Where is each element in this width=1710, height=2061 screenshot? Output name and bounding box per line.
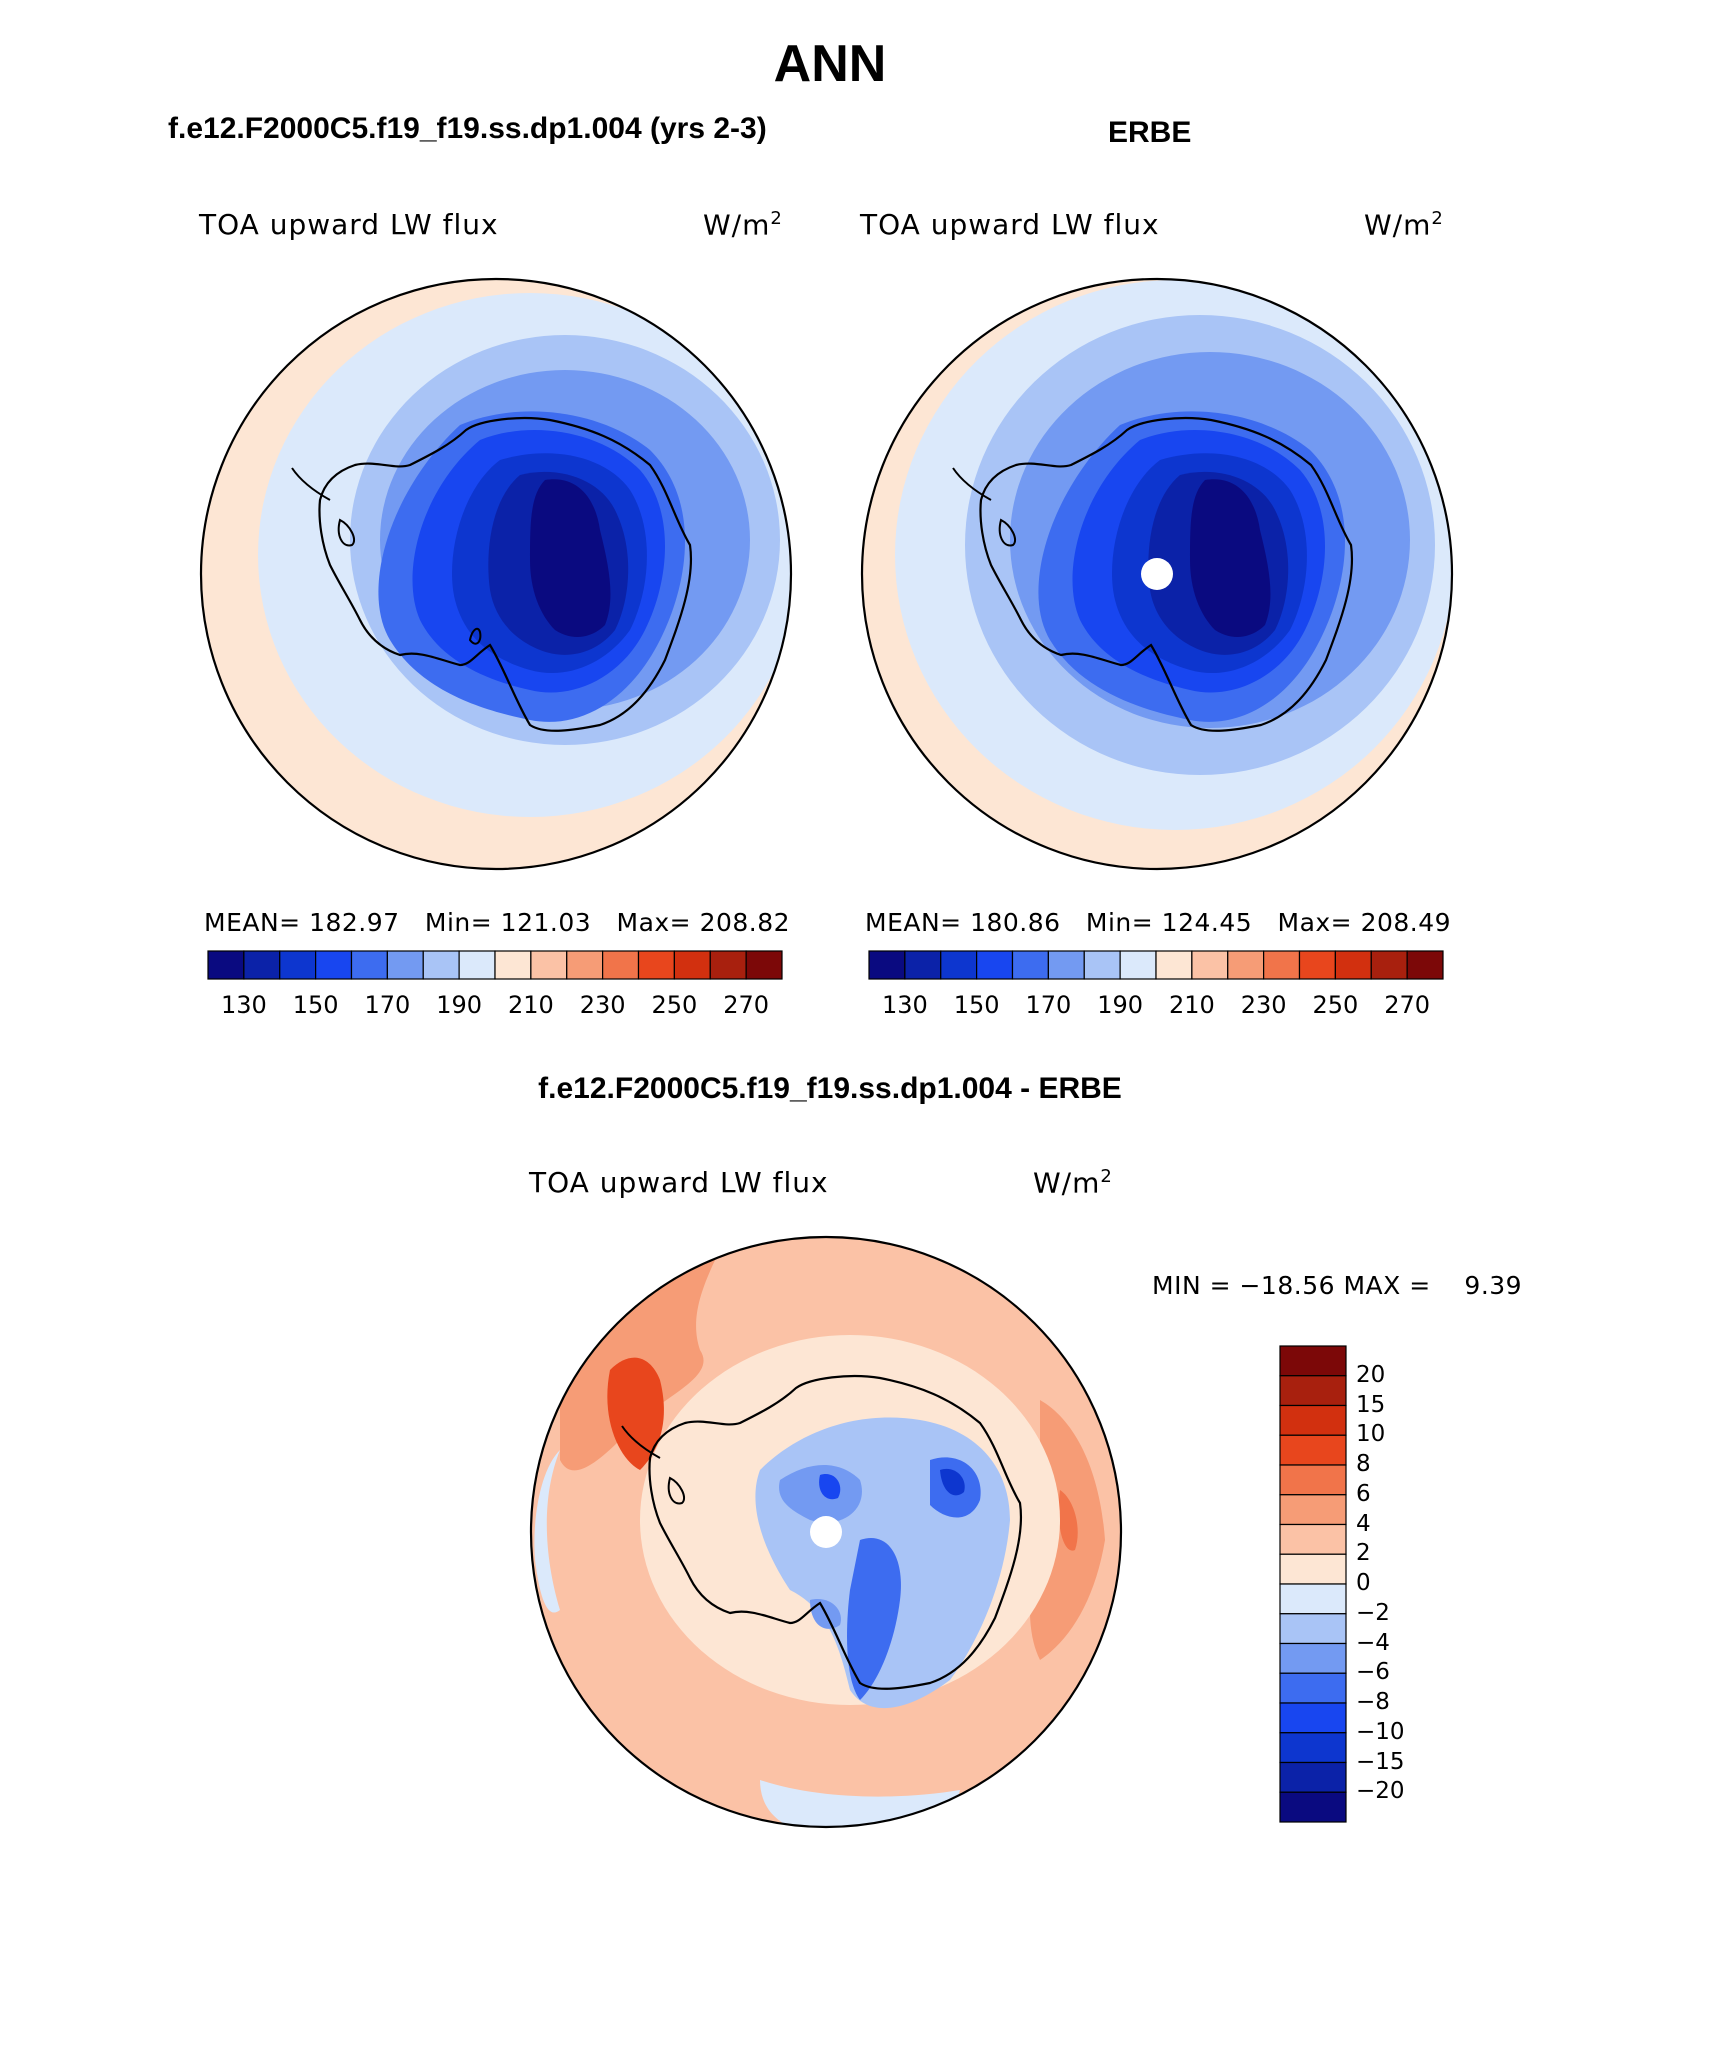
diff-colorbar-tick-label: 0 [1356, 1570, 1371, 1596]
diff-colorbar-swatch [1279, 1672, 1347, 1704]
right-colorbar-swatch [904, 950, 942, 980]
diff-colorbar-tick-label: 20 [1356, 1361, 1386, 1388]
left-colorbar-swatch [207, 950, 245, 980]
diff-colorbar-swatch [1279, 1732, 1347, 1764]
left-unit-label: W/m2 [703, 208, 783, 242]
right-colorbar-swatch [1191, 950, 1229, 980]
right-colorbar-tick-label: 170 [1025, 991, 1072, 1019]
diff-colorbar-swatch [1279, 1434, 1347, 1466]
right-colorbar-tick-label: 150 [953, 991, 1000, 1019]
left-colorbar-swatch [243, 950, 281, 980]
left-colorbar-tick-label: 270 [723, 991, 770, 1019]
left-map [201, 279, 791, 869]
right-colorbar-tick-label: 130 [881, 991, 928, 1019]
diff-colorbar-swatch [1279, 1702, 1347, 1734]
diff-colorbar-swatch [1279, 1583, 1347, 1615]
diff-colorbar-swatch [1279, 1494, 1347, 1526]
right-colorbar-swatch [1227, 950, 1265, 980]
right-colorbar-tick-label: 270 [1384, 991, 1431, 1019]
diff-colorbar-swatch [1279, 1553, 1347, 1585]
diff-colorbar-swatch [1279, 1375, 1347, 1407]
left-colorbar-tick-label: 230 [579, 991, 626, 1019]
right-unit-label: W/m2 [1364, 208, 1444, 242]
right-map [862, 279, 1452, 869]
diff-colorbar-tick-label: −8 [1356, 1689, 1390, 1715]
right-variable-label: TOA upward LW flux [860, 208, 1160, 241]
right-case-title: ERBE [1108, 116, 1192, 149]
diff-colorbar-tick-label: −10 [1356, 1718, 1405, 1745]
right-colorbar-swatch [940, 950, 978, 980]
diff-colorbar-tick-label: −20 [1356, 1778, 1405, 1805]
left-colorbar [207, 950, 783, 980]
diff-colorbar-swatch [1279, 1345, 1347, 1377]
diff-colorbar-swatch [1279, 1761, 1347, 1793]
left-colorbar-tick-label: 170 [364, 991, 411, 1019]
diff-variable-label: TOA upward LW flux [529, 1166, 829, 1199]
left-colorbar-swatch [530, 950, 568, 980]
right-stats: MEAN= 180.86 Min= 124.45 Max= 208.49 [865, 908, 1452, 937]
diff-colorbar-tick-label: 4 [1356, 1510, 1371, 1537]
right-colorbar-swatch [868, 950, 906, 980]
right-colorbar-tick-label: 230 [1240, 991, 1287, 1019]
left-colorbar-swatch [494, 950, 532, 980]
right-colorbar-swatch [1334, 950, 1372, 980]
diff-title: f.e12.F2000C5.f19_f19.ss.dp1.004 - ERBE [538, 1072, 1122, 1105]
left-stats: MEAN= 182.97 Min= 121.03 Max= 208.82 [204, 908, 791, 937]
left-colorbar-swatch [279, 950, 317, 980]
diff-colorbar-swatch [1279, 1613, 1347, 1645]
left-colorbar-swatch [422, 950, 460, 980]
right-colorbar-tick-label: 190 [1097, 991, 1144, 1019]
diff-map [531, 1237, 1121, 1827]
left-variable-label: TOA upward LW flux [199, 208, 499, 241]
diff-colorbar-tick-label: 6 [1356, 1480, 1371, 1507]
left-colorbar-swatch [602, 950, 640, 980]
left-colorbar-swatch [315, 950, 353, 980]
left-colorbar-tick-label: 250 [651, 991, 698, 1019]
left-colorbar-swatch [673, 950, 711, 980]
diff-unit-label: W/m2 [1033, 1166, 1113, 1200]
right-colorbar-swatch [976, 950, 1014, 980]
right-colorbar-swatch [1011, 950, 1049, 980]
left-colorbar-tick-label: 210 [507, 991, 554, 1019]
right-colorbar [868, 950, 1444, 980]
diff-colorbar-tick-label: −2 [1356, 1599, 1390, 1626]
left-colorbar-swatch [458, 950, 496, 980]
right-colorbar-tick-label: 210 [1168, 991, 1215, 1019]
diff-colorbar-swatch [1279, 1523, 1347, 1555]
left-colorbar-swatch [709, 950, 747, 980]
left-colorbar-tick-label: 190 [436, 991, 483, 1019]
diff-colorbar-tick-label: 15 [1356, 1391, 1386, 1418]
diff-colorbar-swatch [1279, 1642, 1347, 1674]
diff-minmax: MIN = −18.56 MAX = 9.39 [1152, 1271, 1523, 1300]
left-colorbar-swatch [350, 950, 388, 980]
left-case-title: f.e12.F2000C5.f19_f19.ss.dp1.004 (yrs 2-… [168, 112, 767, 145]
diff-colorbar-tick-label: 8 [1356, 1451, 1371, 1477]
left-colorbar-swatch [386, 950, 424, 980]
diff-colorbar-tick-label: −6 [1356, 1659, 1390, 1686]
diff-colorbar-swatch [1279, 1464, 1347, 1496]
right-colorbar-swatch [1263, 950, 1301, 980]
left-colorbar-tick-label: 130 [220, 991, 267, 1019]
diff-colorbar-tick-label: 10 [1356, 1421, 1386, 1448]
diff-colorbar-swatch [1279, 1791, 1347, 1823]
diff-colorbar-tick-label: 2 [1356, 1540, 1371, 1567]
diff-colorbar [1279, 1345, 1347, 1823]
right-colorbar-tick-label: 250 [1312, 991, 1359, 1019]
page-title: ANN [773, 35, 887, 93]
diff-colorbar-tick-label: −15 [1356, 1748, 1405, 1775]
left-colorbar-swatch [745, 950, 783, 980]
right-colorbar-swatch [1083, 950, 1121, 980]
right-colorbar-swatch [1298, 950, 1336, 980]
right-colorbar-swatch [1155, 950, 1193, 980]
diff-colorbar-tick-label: −4 [1356, 1629, 1390, 1656]
right-colorbar-swatch [1119, 950, 1157, 980]
left-colorbar-swatch [637, 950, 675, 980]
diff-colorbar-swatch [1279, 1404, 1347, 1436]
left-colorbar-tick-label: 150 [292, 991, 339, 1019]
right-colorbar-swatch [1047, 950, 1085, 980]
left-colorbar-swatch [566, 950, 604, 980]
right-colorbar-swatch [1406, 950, 1444, 980]
right-colorbar-swatch [1370, 950, 1408, 980]
